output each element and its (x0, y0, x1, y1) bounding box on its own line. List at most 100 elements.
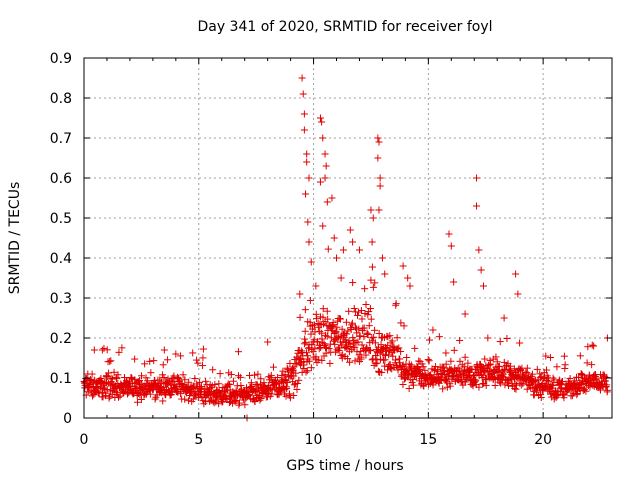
data-point (150, 357, 158, 365)
data-point (471, 378, 479, 386)
data-point (553, 392, 561, 400)
data-point (303, 150, 311, 158)
x-axis-label: GPS time / hours (286, 458, 403, 474)
data-point (323, 307, 331, 315)
data-point (582, 387, 590, 395)
data-point (328, 194, 336, 202)
data-point (323, 332, 331, 340)
data-point (257, 375, 265, 383)
data-point (493, 367, 501, 375)
data-point (420, 382, 428, 390)
data-point (299, 361, 307, 369)
data-point (156, 388, 164, 396)
data-point (528, 370, 536, 378)
data-point (461, 353, 469, 361)
data-point (575, 373, 583, 381)
data-point (393, 334, 401, 342)
data-point (300, 126, 308, 134)
data-point (346, 358, 354, 366)
data-point (442, 360, 450, 368)
data-point (102, 389, 110, 397)
data-point (511, 380, 519, 388)
data-point (160, 346, 168, 354)
data-point (324, 315, 332, 323)
data-point (321, 150, 329, 158)
data-point (301, 335, 309, 343)
data-point (115, 348, 123, 356)
data-point (368, 238, 376, 246)
data-point (381, 356, 389, 364)
data-point (376, 355, 384, 363)
data-point (356, 332, 364, 340)
data-point (603, 381, 611, 389)
y-tick-label: 0.1 (50, 371, 72, 387)
data-point (496, 338, 504, 346)
data-point (405, 385, 413, 393)
data-point (88, 370, 96, 378)
data-point (559, 377, 567, 385)
data-point (231, 397, 239, 405)
data-point (484, 334, 492, 342)
data-point (146, 357, 154, 365)
x-tick-label: 0 (80, 432, 89, 448)
y-tick-label: 0.9 (50, 51, 72, 67)
data-point (324, 245, 332, 253)
data-point (590, 342, 598, 350)
data-point (364, 311, 372, 319)
data-point (367, 206, 375, 214)
data-point (86, 380, 94, 388)
data-point (442, 349, 450, 357)
data-point (318, 329, 326, 337)
data-point (304, 344, 312, 352)
data-point (481, 355, 489, 363)
data-point (311, 344, 319, 352)
data-point (376, 174, 384, 182)
data-point (307, 330, 315, 338)
data-point (367, 276, 375, 284)
data-point (603, 386, 611, 394)
data-point (334, 334, 342, 342)
data-point (194, 359, 202, 367)
data-point (576, 352, 584, 360)
data-point (290, 381, 298, 389)
y-tick-label: 0.8 (50, 91, 72, 107)
data-point (375, 329, 383, 337)
data-point (578, 370, 586, 378)
data-point (260, 379, 268, 387)
data-point (368, 334, 376, 342)
data-point (439, 385, 447, 393)
data-point (89, 392, 97, 400)
data-point (482, 381, 490, 389)
data-point (254, 370, 262, 378)
data-point (421, 366, 429, 374)
data-point (384, 333, 392, 341)
data-point (322, 162, 330, 170)
data-point (114, 371, 122, 379)
data-point (296, 355, 304, 363)
data-point (323, 198, 331, 206)
y-tick-label: 0.7 (50, 131, 72, 147)
data-point (395, 344, 403, 352)
data-point (371, 326, 379, 334)
data-point (404, 274, 412, 282)
data-point (164, 356, 172, 364)
data-point (351, 323, 359, 331)
data-point (313, 315, 321, 323)
data-point (371, 339, 379, 347)
data-point (164, 375, 172, 383)
data-point (298, 347, 306, 355)
data-point (304, 218, 312, 226)
data-point (286, 390, 294, 398)
data-point (301, 306, 309, 314)
data-point (87, 377, 95, 385)
data-point (346, 342, 354, 350)
data-point (362, 351, 370, 359)
data-point (450, 278, 458, 286)
data-point (329, 319, 337, 327)
data-point (202, 377, 210, 385)
data-point (319, 222, 327, 230)
data-point (389, 352, 397, 360)
data-point (399, 381, 407, 389)
data-point (105, 369, 113, 377)
